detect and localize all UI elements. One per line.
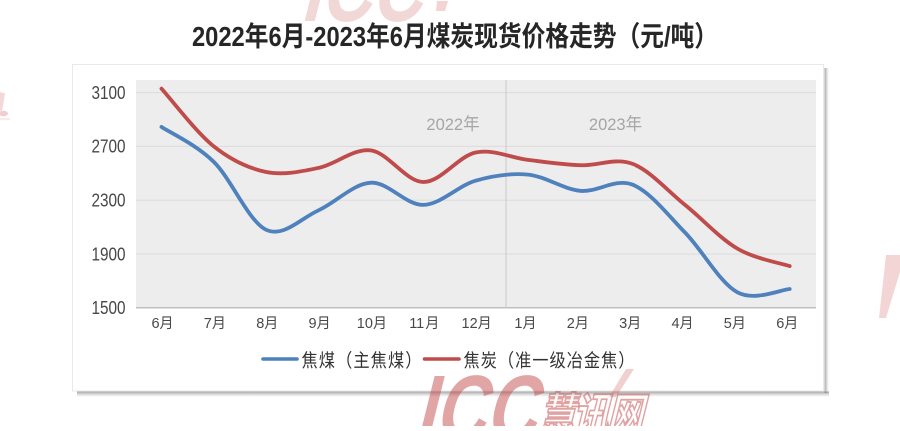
- svg-text:2022: 2022: [192, 21, 245, 53]
- svg-text:4: 4: [672, 316, 680, 332]
- svg-text:2023: 2023: [589, 116, 626, 134]
- svg-text:2023: 2023: [313, 21, 366, 53]
- svg-text:2: 2: [567, 316, 575, 332]
- svg-text:1900: 1900: [92, 244, 126, 264]
- svg-text:2300: 2300: [92, 191, 126, 211]
- svg-text:5: 5: [724, 316, 732, 332]
- svg-text:3: 3: [619, 316, 627, 332]
- svg-text:3100: 3100: [92, 83, 126, 103]
- svg-text:2700: 2700: [92, 137, 126, 157]
- svg-text:2022: 2022: [426, 116, 463, 134]
- svg-text:9: 9: [309, 316, 317, 332]
- svg-text:6: 6: [776, 316, 784, 332]
- svg-text:ICC: ICC: [409, 357, 556, 426]
- svg-text:ICC: ICC: [295, 0, 442, 42]
- svg-text:10: 10: [357, 316, 373, 332]
- svg-text:6: 6: [152, 316, 160, 332]
- svg-text:6: 6: [390, 21, 403, 53]
- svg-text:11: 11: [409, 316, 424, 332]
- svg-text:7: 7: [204, 316, 212, 332]
- svg-text:6: 6: [268, 21, 281, 53]
- svg-text:1: 1: [514, 316, 522, 332]
- svg-text:/: /: [664, 21, 671, 53]
- svg-text:1500: 1500: [92, 298, 126, 318]
- svg-text:8: 8: [256, 316, 264, 332]
- svg-text:12: 12: [462, 316, 478, 332]
- svg-text:-: -: [305, 21, 313, 53]
